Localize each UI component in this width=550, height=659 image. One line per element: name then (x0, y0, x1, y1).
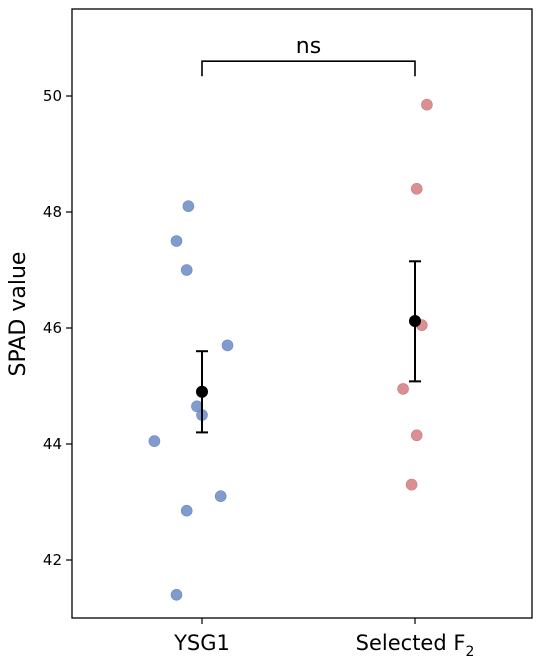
point-1-2 (410, 429, 423, 442)
plot-frame (71, 8, 533, 619)
x-tick-label-1: Selected F2 (356, 631, 475, 659)
error-bars (196, 260, 421, 434)
mean-point-1 (409, 315, 421, 328)
significance-annotation: ns (201, 34, 416, 77)
point-1-0 (397, 383, 409, 395)
point-0-9 (221, 339, 234, 352)
data-points (148, 98, 433, 601)
point-1-5 (421, 98, 433, 111)
x-tick-label-1-subscript: 2 (465, 644, 474, 659)
point-0-8 (214, 490, 227, 503)
significance-label: ns (296, 34, 321, 59)
point-0-5 (182, 200, 195, 212)
y-axis: 42 44 46 48 50 (43, 87, 72, 569)
y-tick-label-1: 44 (43, 435, 62, 453)
mean-point-0 (196, 385, 208, 398)
point-0-3 (180, 264, 193, 276)
point-0-2 (170, 588, 183, 601)
point-0-4 (180, 504, 193, 517)
point-0-0 (148, 435, 161, 447)
point-0-1 (170, 235, 183, 247)
y-axis-title: SPAD value (6, 252, 31, 377)
point-1-3 (410, 183, 423, 195)
x-axis: YSG1 Selected F2 (173, 618, 474, 659)
y-tick-label-2: 46 (43, 319, 62, 337)
significance-bracket (201, 60, 416, 77)
x-tick-label-0: YSG1 (173, 631, 230, 655)
y-tick-label-0: 42 (43, 551, 62, 569)
y-tick-label-3: 48 (43, 203, 62, 221)
point-1-1 (405, 478, 418, 491)
y-tick-label-4: 50 (43, 87, 62, 105)
